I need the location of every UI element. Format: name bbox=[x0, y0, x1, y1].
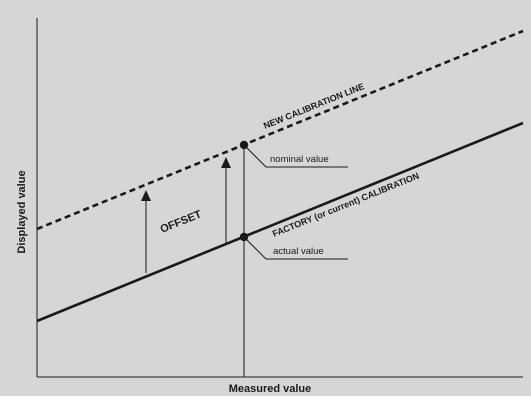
y-axis-label: Displayed value bbox=[16, 170, 28, 253]
offset-arrow-right bbox=[221, 157, 231, 245]
nominal-value-label: nominal value bbox=[270, 154, 329, 165]
x-axis-label: Measured value bbox=[229, 383, 312, 395]
new-calibration-line bbox=[36, 29, 524, 231]
actual-value-label: actual value bbox=[273, 246, 324, 257]
offset-arrow-left bbox=[141, 190, 151, 273]
actual-value-leader bbox=[243, 236, 348, 260]
factory-calibration-line bbox=[36, 121, 524, 323]
nominal-value-leader bbox=[243, 144, 348, 168]
